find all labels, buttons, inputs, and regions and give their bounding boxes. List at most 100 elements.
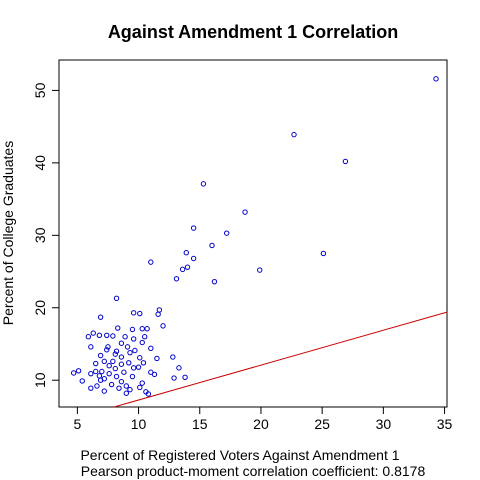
data-point (96, 373, 103, 379)
y-tick-label: 40 (32, 155, 48, 171)
data-point (110, 333, 116, 339)
y-axis-label: Percent of College Graduates (0, 141, 16, 325)
data-point (93, 360, 99, 367)
data-point (129, 373, 136, 380)
data-point (75, 368, 82, 374)
data-point (151, 371, 158, 378)
data-point (116, 385, 122, 391)
data-point (200, 181, 207, 187)
data-point (97, 377, 104, 383)
data-point (121, 369, 127, 375)
data-point (113, 295, 120, 302)
x-axis-label: Percent of Registered Voters Against Ame… (80, 447, 399, 463)
data-point (141, 334, 148, 340)
data-point (127, 349, 133, 356)
data-point (223, 230, 230, 236)
data-point (291, 131, 297, 138)
data-point (123, 383, 130, 389)
data-point (88, 370, 94, 377)
plot-area: 5 10 15 20 25 30 35 10 20 30 40 50 (32, 76, 453, 432)
data-point (70, 370, 77, 376)
data-point (433, 76, 439, 82)
data-point (118, 361, 125, 367)
data-point (88, 344, 94, 350)
data-point (126, 360, 132, 366)
data-point (130, 310, 137, 316)
data-point (130, 365, 137, 371)
x-tick-label: 5 (73, 416, 81, 432)
data-point (94, 383, 100, 389)
data-point (110, 358, 116, 365)
data-point (127, 386, 133, 393)
data-point (96, 332, 103, 338)
data-point (132, 347, 138, 354)
regression-line (113, 311, 448, 408)
data-point (184, 264, 191, 270)
chart-title: Against Amendment 1 Correlation (108, 22, 398, 42)
data-point (90, 330, 96, 336)
data-point (173, 276, 180, 282)
data-point (179, 266, 186, 273)
data-point (118, 378, 125, 385)
x-tick-label: 30 (376, 416, 392, 432)
data-point (183, 249, 189, 256)
data-point (139, 339, 145, 346)
x-tick-label: 10 (131, 416, 147, 432)
data-point (122, 334, 128, 340)
data-point (113, 348, 120, 354)
y-tick-label: 30 (32, 227, 48, 243)
data-point (211, 278, 218, 285)
data-point (106, 370, 112, 377)
data-point (88, 385, 94, 391)
x-tick-label: 15 (192, 416, 208, 432)
data-point (242, 209, 248, 215)
data-point (104, 347, 110, 353)
chart-subtitle: Pearson product-moment correlation coeff… (81, 463, 426, 479)
data-point (176, 365, 182, 371)
plot-frame (58, 59, 448, 408)
data-point (105, 344, 111, 350)
data-point (79, 378, 85, 384)
data-point (182, 374, 188, 380)
x-tick-label: 20 (253, 416, 269, 432)
data-point (170, 354, 176, 360)
data-point (101, 388, 107, 394)
data-point (135, 364, 142, 370)
data-point (124, 344, 131, 350)
y-tick-label: 10 (32, 372, 48, 388)
data-point (118, 340, 125, 346)
y-tick-label: 50 (32, 82, 48, 98)
data-point (144, 326, 150, 332)
data-point (156, 307, 163, 313)
data-point (112, 365, 119, 372)
data-point (140, 360, 147, 366)
x-tick-label: 25 (314, 416, 330, 432)
data-point (93, 368, 99, 375)
data-point (137, 310, 143, 317)
data-point (97, 352, 104, 359)
data-point (129, 326, 136, 333)
data-point (101, 358, 107, 365)
data-point (118, 354, 125, 360)
data-point (99, 368, 105, 375)
data-point (155, 311, 161, 317)
data-point (209, 242, 215, 249)
data-point (139, 326, 145, 332)
data-point (171, 375, 177, 381)
x-tick-label: 35 (437, 416, 453, 432)
data-point (130, 336, 137, 342)
data-point (106, 363, 112, 369)
data-point (113, 373, 120, 380)
data-point (115, 325, 121, 331)
data-point (342, 158, 349, 165)
y-tick-label: 20 (32, 300, 48, 316)
data-point (148, 345, 154, 352)
data-point (148, 259, 154, 265)
data-point (123, 390, 130, 396)
data-point (85, 334, 92, 340)
data-point (104, 332, 110, 338)
data-point (108, 381, 115, 388)
data-point (190, 225, 197, 231)
data-point (137, 384, 143, 391)
